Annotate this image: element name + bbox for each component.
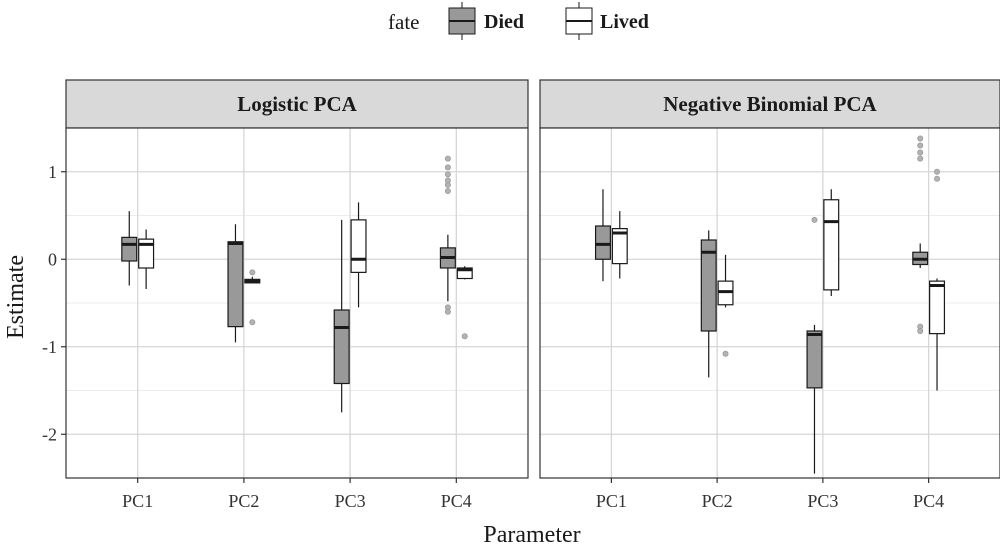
outlier-point xyxy=(917,327,924,334)
box-iqr xyxy=(456,267,473,280)
outlier-point xyxy=(917,142,924,149)
y-tick-label: -2 xyxy=(42,424,57,444)
x-tick-label: PC3 xyxy=(807,491,838,511)
facet-panel-2: Negative Binomial PCA PC1 PC2 PC3 PC4 xyxy=(539,79,1000,511)
outlier-point xyxy=(811,216,818,223)
facet-strip-label: Negative Binomial PCA xyxy=(663,92,877,116)
box-iqr xyxy=(929,280,946,335)
box-pc3-lived xyxy=(823,189,840,296)
box-pc3-died xyxy=(806,216,823,474)
y-tick-label: 0 xyxy=(48,249,57,269)
box-iqr xyxy=(806,330,823,389)
box-pc1-died xyxy=(121,211,138,286)
x-tick-label: PC4 xyxy=(913,491,944,511)
outlier-point xyxy=(917,135,924,142)
box-pc4-lived xyxy=(456,266,473,340)
x-tick-label: PC4 xyxy=(441,491,472,511)
outlier-point xyxy=(444,164,451,171)
legend-label-died: Died xyxy=(484,11,524,33)
box-pc1-lived xyxy=(138,229,155,289)
panel-border xyxy=(65,127,529,479)
panel-border xyxy=(539,127,1000,479)
box-pc2-lived xyxy=(244,269,261,326)
outlier-point xyxy=(917,149,924,156)
box-pc3-died xyxy=(333,219,350,413)
box-pc4-lived xyxy=(929,168,946,391)
outlier-point xyxy=(934,175,941,182)
outlier-point xyxy=(249,269,256,276)
legend: fate Died Lived xyxy=(388,2,649,40)
y-axis-title: Estimate xyxy=(3,255,29,339)
x-tick-label: PC2 xyxy=(702,491,733,511)
box-pc2-died xyxy=(227,224,244,343)
box-iqr xyxy=(121,236,138,262)
outlier-point xyxy=(461,333,468,340)
outlier-point xyxy=(722,350,729,357)
legend-label-lived: Lived xyxy=(600,11,649,33)
box-iqr xyxy=(227,241,244,328)
y-tick-label: 1 xyxy=(48,162,57,182)
outlier-point xyxy=(249,319,256,326)
outlier-point xyxy=(444,187,451,194)
box-pc1-lived xyxy=(611,211,628,279)
facet-strip xyxy=(65,79,529,129)
box-iqr xyxy=(611,228,628,265)
x-tick-label: PC2 xyxy=(228,491,259,511)
box-pc4-died xyxy=(439,155,456,315)
x-tick-label: PC3 xyxy=(335,491,366,511)
box-iqr xyxy=(823,199,840,291)
outlier-point xyxy=(444,177,451,184)
box-pc2-lived xyxy=(717,254,734,357)
box-pc1-died xyxy=(594,189,611,282)
outlier-point xyxy=(444,155,451,162)
facet-strip-label: Logistic PCA xyxy=(237,92,357,116)
box-pc2-died xyxy=(700,230,717,378)
outlier-point xyxy=(917,155,924,162)
box-iqr xyxy=(350,219,367,273)
outlier-point xyxy=(444,171,451,178)
x-tick-label: PC1 xyxy=(596,491,627,511)
facet-panels: Logistic PCA PC1 PC2 PC3 PC4 -2 -1 0 1 Negative B… xyxy=(42,79,1000,511)
box-pc3-lived xyxy=(350,202,367,308)
x-axis-title: Parameter xyxy=(483,522,580,547)
facet-panel-1: Logistic PCA PC1 PC2 PC3 PC4 -2 -1 0 1 xyxy=(42,79,529,511)
outlier-point xyxy=(444,308,451,315)
y-tick-label: -1 xyxy=(42,337,57,357)
box-iqr xyxy=(333,309,350,385)
box-iqr xyxy=(700,239,717,332)
box-pc4-died xyxy=(912,135,929,334)
outlier-point xyxy=(934,168,941,175)
x-tick-label: PC1 xyxy=(122,491,153,511)
legend-title: fate xyxy=(388,10,419,34)
box-iqr xyxy=(594,225,611,260)
box-iqr xyxy=(138,238,155,269)
